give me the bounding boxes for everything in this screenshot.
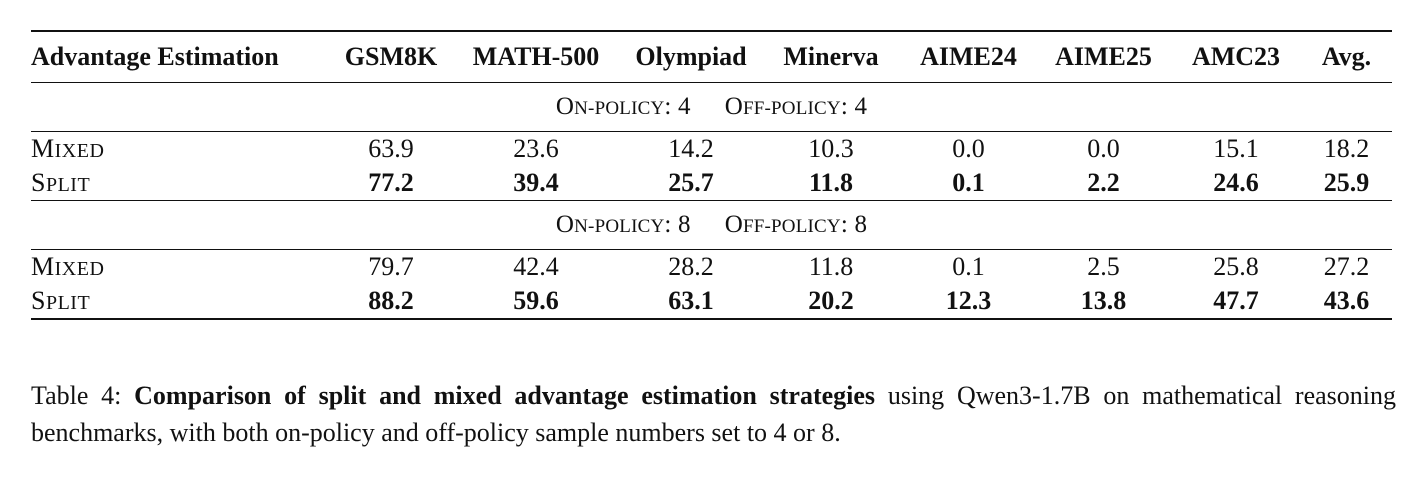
col-header-aime24: AIME24 (901, 30, 1036, 83)
value-cell: 20.2 (761, 284, 901, 320)
group-header-cell: ON-POLICY: 8 OFF-POLICY: 8 (31, 200, 1392, 250)
table-row: MIXED 79.7 42.4 28.2 11.8 0.1 2.5 25.8 2… (31, 250, 1392, 285)
col-header-advantage-estimation: Advantage Estimation (31, 30, 331, 83)
value-cell: 24.6 (1171, 166, 1301, 201)
value-cell: 27.2 (1323, 252, 1370, 281)
value-cell: 18.2 (1323, 134, 1370, 163)
value-cell: 13.8 (1036, 284, 1171, 320)
value-cell: 23.6 (513, 134, 559, 163)
table-row: SPLIT 88.2 59.6 63.1 20.2 12.3 13.8 47.7… (31, 284, 1392, 320)
value-cell: 14.2 (668, 134, 714, 163)
value-cell: 47.7 (1171, 284, 1301, 320)
group-header-row: ON-POLICY: 4 OFF-POLICY: 4 (31, 82, 1392, 132)
value-cell: 43.6 (1301, 284, 1392, 320)
col-header-amc23: AMC23 (1171, 30, 1301, 83)
table-caption: Table 4: Comparison of split and mixed a… (31, 377, 1396, 451)
table-row: SPLIT 77.2 39.4 25.7 11.8 0.1 2.2 24.6 2… (31, 166, 1392, 201)
results-table: Advantage Estimation GSM8K MATH-500 Olym… (31, 30, 1392, 320)
group-header-cell: ON-POLICY: 4 OFF-POLICY: 4 (31, 82, 1392, 132)
value-cell: 10.3 (808, 134, 854, 163)
value-cell: 79.7 (368, 252, 414, 281)
value-cell: 25.9 (1301, 166, 1392, 201)
caption-bold-title: Comparison of split and mixed advantage … (134, 381, 876, 410)
value-cell: 11.8 (761, 166, 901, 201)
off-policy-label: OFF-POLICY: 4 (724, 93, 868, 120)
col-header-math500: MATH-500 (451, 30, 621, 83)
on-policy-label: ON-POLICY: 4 (555, 93, 691, 120)
value-cell: 0.1 (952, 252, 985, 281)
value-cell: 39.4 (451, 166, 621, 201)
value-cell: 0.1 (901, 166, 1036, 201)
value-cell: 0.0 (1087, 134, 1120, 163)
value-cell: 2.5 (1087, 252, 1120, 281)
value-cell: 11.8 (808, 252, 854, 281)
col-header-avg: Avg. (1301, 30, 1392, 83)
col-header-olympiad: Olympiad (621, 30, 761, 83)
value-cell: 25.8 (1213, 252, 1259, 281)
value-cell: 77.2 (331, 166, 451, 201)
table-row: MIXED 63.9 23.6 14.2 10.3 0.0 0.0 15.1 1… (31, 132, 1392, 167)
caption-text: using Qwen3-1.7B on mathematical reasoni… (31, 381, 1396, 447)
group-header-row: ON-POLICY: 8 OFF-POLICY: 8 (31, 200, 1392, 250)
col-header-aime25: AIME25 (1036, 30, 1171, 83)
value-cell: 25.7 (621, 166, 761, 201)
on-policy-label: ON-POLICY: 8 (555, 211, 691, 238)
off-policy-label: OFF-POLICY: 8 (724, 211, 868, 238)
value-cell: 63.9 (368, 134, 414, 163)
method-cell: MIXED (31, 252, 105, 281)
value-cell: 0.0 (952, 134, 985, 163)
col-header-gsm8k: GSM8K (331, 30, 451, 83)
value-cell: 2.2 (1036, 166, 1171, 201)
value-cell: 63.1 (621, 284, 761, 320)
col-header-minerva: Minerva (761, 30, 901, 83)
value-cell: 28.2 (668, 252, 714, 281)
method-cell: SPLIT (31, 284, 331, 320)
value-cell: 15.1 (1213, 134, 1259, 163)
value-cell: 59.6 (451, 284, 621, 320)
method-cell: MIXED (31, 134, 105, 163)
header-row: Advantage Estimation GSM8K MATH-500 Olym… (31, 30, 1392, 83)
value-cell: 12.3 (901, 284, 1036, 320)
value-cell: 42.4 (513, 252, 559, 281)
value-cell: 88.2 (331, 284, 451, 320)
caption-prefix: Table 4: (31, 381, 135, 410)
method-cell: SPLIT (31, 166, 331, 201)
